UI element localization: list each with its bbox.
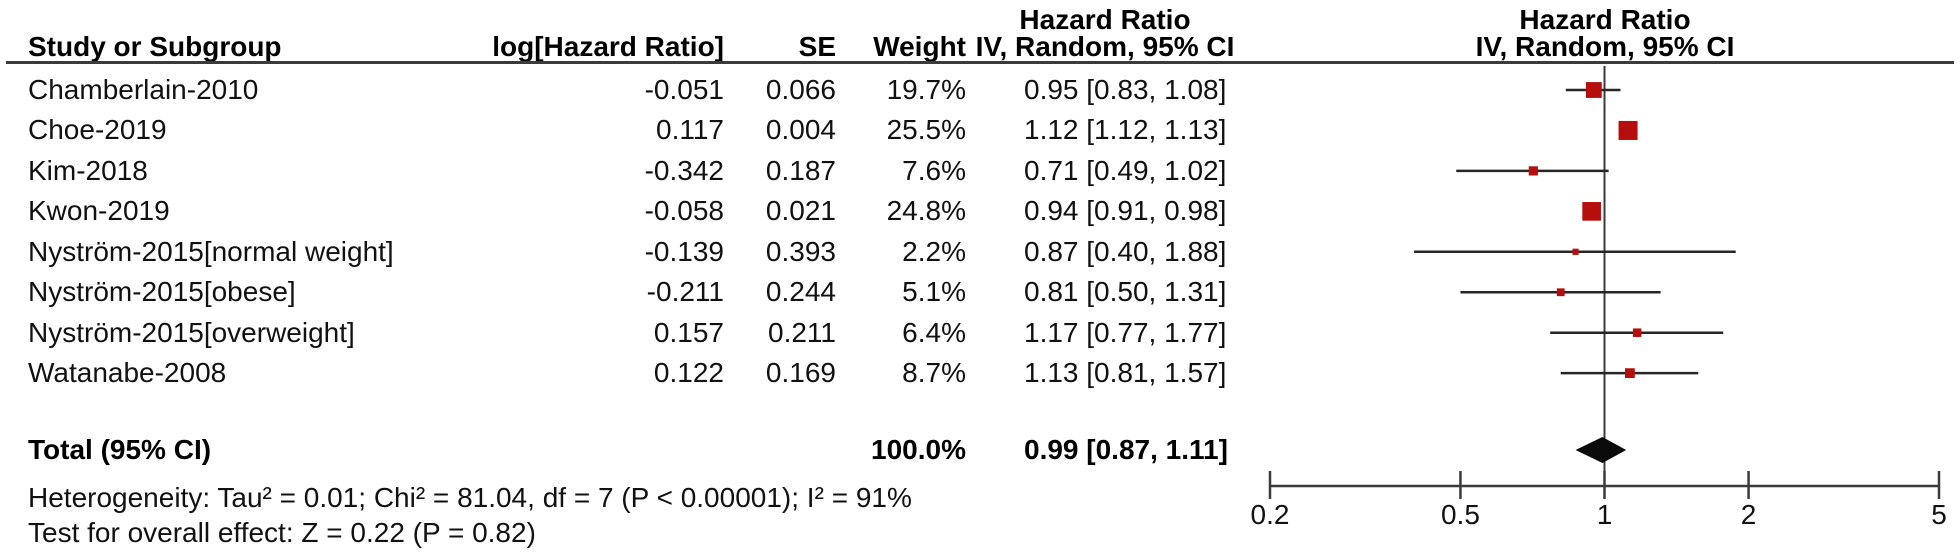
se-value: 0.169 bbox=[765, 357, 836, 389]
study-table-body: Chamberlain-2010 -0.051 0.066 19.7% 0.95… bbox=[0, 70, 1250, 394]
loghr-column-header: log[Hazard Ratio] bbox=[492, 31, 724, 62]
log-hazard-ratio-value: -0.058 bbox=[644, 195, 724, 227]
study-name: Nyström-2015[normal weight] bbox=[28, 235, 394, 267]
study-row: Nyström-2015[overweight] 0.157 0.211 6.4… bbox=[0, 313, 1250, 353]
study-name: Chamberlain-2010 bbox=[28, 74, 259, 105]
log-hazard-ratio-value: 0.157 bbox=[653, 316, 724, 348]
ci-text: 0.87 [0.40, 1.88] bbox=[1024, 235, 1227, 267]
ci-text: 0.94 [0.91, 0.98] bbox=[1024, 195, 1227, 227]
se-value: 0.021 bbox=[765, 195, 836, 227]
se-value: 0.066 bbox=[765, 74, 836, 105]
effect-marker bbox=[1632, 328, 1642, 337]
total-weight: 100.0% bbox=[871, 434, 966, 465]
log-hazard-ratio-value: -0.139 bbox=[644, 235, 724, 267]
header-divider bbox=[6, 61, 1954, 64]
study-row: Watanabe-2008 0.122 0.169 8.7% 1.13 [0.8… bbox=[0, 353, 1250, 393]
study-column-header: Study or Subgroup bbox=[28, 31, 282, 62]
se-value: 0.244 bbox=[765, 276, 836, 308]
log-hazard-ratio-value: -0.211 bbox=[646, 276, 724, 308]
se-value: 0.211 bbox=[768, 316, 836, 348]
plot-column-subheader: IV, Random, 95% CI bbox=[1475, 31, 1735, 62]
log-hazard-ratio-value: 0.117 bbox=[656, 114, 724, 146]
se-value: 0.187 bbox=[765, 154, 836, 186]
axis-tick-label: 5 bbox=[1931, 499, 1947, 530]
se-value: 0.004 bbox=[765, 114, 836, 146]
study-row: Chamberlain-2010 -0.051 0.066 19.7% 0.95… bbox=[0, 70, 1250, 110]
ci-text: 0.71 [0.49, 1.02] bbox=[1024, 154, 1227, 186]
study-name: Watanabe-2008 bbox=[28, 357, 227, 389]
effect-marker bbox=[1625, 368, 1635, 379]
weight-value: 7.6% bbox=[902, 154, 966, 186]
weight-column-header: Weight bbox=[873, 31, 966, 62]
weight-value: 2.2% bbox=[902, 235, 966, 267]
ci-text: 1.12 [1.12, 1.13] bbox=[1024, 114, 1227, 146]
total-row: Total (95% CI) 100.0% 0.99 [0.87, 1.11] bbox=[0, 430, 1250, 470]
axis-tick-label: 0.5 bbox=[1441, 499, 1480, 530]
ci-text: 0.81 [0.50, 1.31] bbox=[1024, 276, 1227, 308]
study-row: Kim-2018 -0.342 0.187 7.6% 0.71 [0.49, 1… bbox=[0, 151, 1250, 191]
log-hazard-ratio-value: 0.122 bbox=[653, 357, 724, 389]
overall-effect-note: Test for overall effect: Z = 0.22 (P = 0… bbox=[28, 517, 536, 548]
study-row: Nyström-2015[obese] -0.211 0.244 5.1% 0.… bbox=[0, 272, 1250, 312]
plot-column-title: Hazard Ratio bbox=[1519, 4, 1691, 35]
ci-column-title: Hazard Ratio bbox=[1019, 4, 1191, 35]
ci-text: 0.95 [0.83, 1.08] bbox=[1024, 74, 1227, 105]
effect-marker bbox=[1556, 288, 1565, 297]
study-name: Kim-2018 bbox=[28, 154, 148, 186]
log-hazard-ratio-value: -0.051 bbox=[644, 74, 724, 105]
weight-value: 8.7% bbox=[902, 357, 966, 389]
weight-value: 6.4% bbox=[902, 316, 966, 348]
study-row: Kwon-2019 -0.058 0.021 24.8% 0.94 [0.91,… bbox=[0, 191, 1250, 231]
effect-marker bbox=[1582, 202, 1601, 221]
effect-marker bbox=[1572, 248, 1579, 255]
study-name: Choe-2019 bbox=[28, 114, 167, 146]
weight-value: 24.8% bbox=[886, 195, 966, 227]
total-ci-text: 0.99 [0.87, 1.11] bbox=[1024, 434, 1228, 465]
weight-value: 25.5% bbox=[886, 114, 966, 146]
effect-marker bbox=[1528, 166, 1538, 176]
se-column-header: SE bbox=[798, 31, 836, 62]
study-name: Kwon-2019 bbox=[28, 195, 170, 227]
heterogeneity-note: Heterogeneity: Tau² = 0.01; Chi² = 81.04… bbox=[28, 482, 912, 513]
total-label: Total (95% CI) bbox=[28, 434, 212, 465]
axis-tick-label: 1 bbox=[1597, 499, 1613, 530]
study-name: Nyström-2015[overweight] bbox=[28, 316, 355, 348]
weight-value: 5.1% bbox=[902, 276, 966, 308]
ci-text: 1.13 [0.81, 1.57] bbox=[1024, 357, 1227, 389]
study-name: Nyström-2015[obese] bbox=[28, 276, 296, 308]
study-row: Nyström-2015[normal weight] -0.139 0.393… bbox=[0, 232, 1250, 272]
effect-marker bbox=[1585, 82, 1602, 98]
ci-column-subheader: IV, Random, 95% CI bbox=[975, 31, 1235, 62]
effect-marker bbox=[1618, 120, 1638, 140]
axis-tick-label: 0.2 bbox=[1251, 499, 1290, 530]
log-hazard-ratio-value: -0.342 bbox=[644, 154, 724, 186]
axis-tick-label: 2 bbox=[1741, 499, 1757, 530]
study-row: Choe-2019 0.117 0.004 25.5% 1.12 [1.12, … bbox=[0, 110, 1250, 150]
weight-value: 19.7% bbox=[886, 74, 966, 105]
total-diamond bbox=[1575, 437, 1627, 463]
ci-text: 1.17 [0.77, 1.77] bbox=[1024, 316, 1227, 348]
se-value: 0.393 bbox=[765, 235, 836, 267]
